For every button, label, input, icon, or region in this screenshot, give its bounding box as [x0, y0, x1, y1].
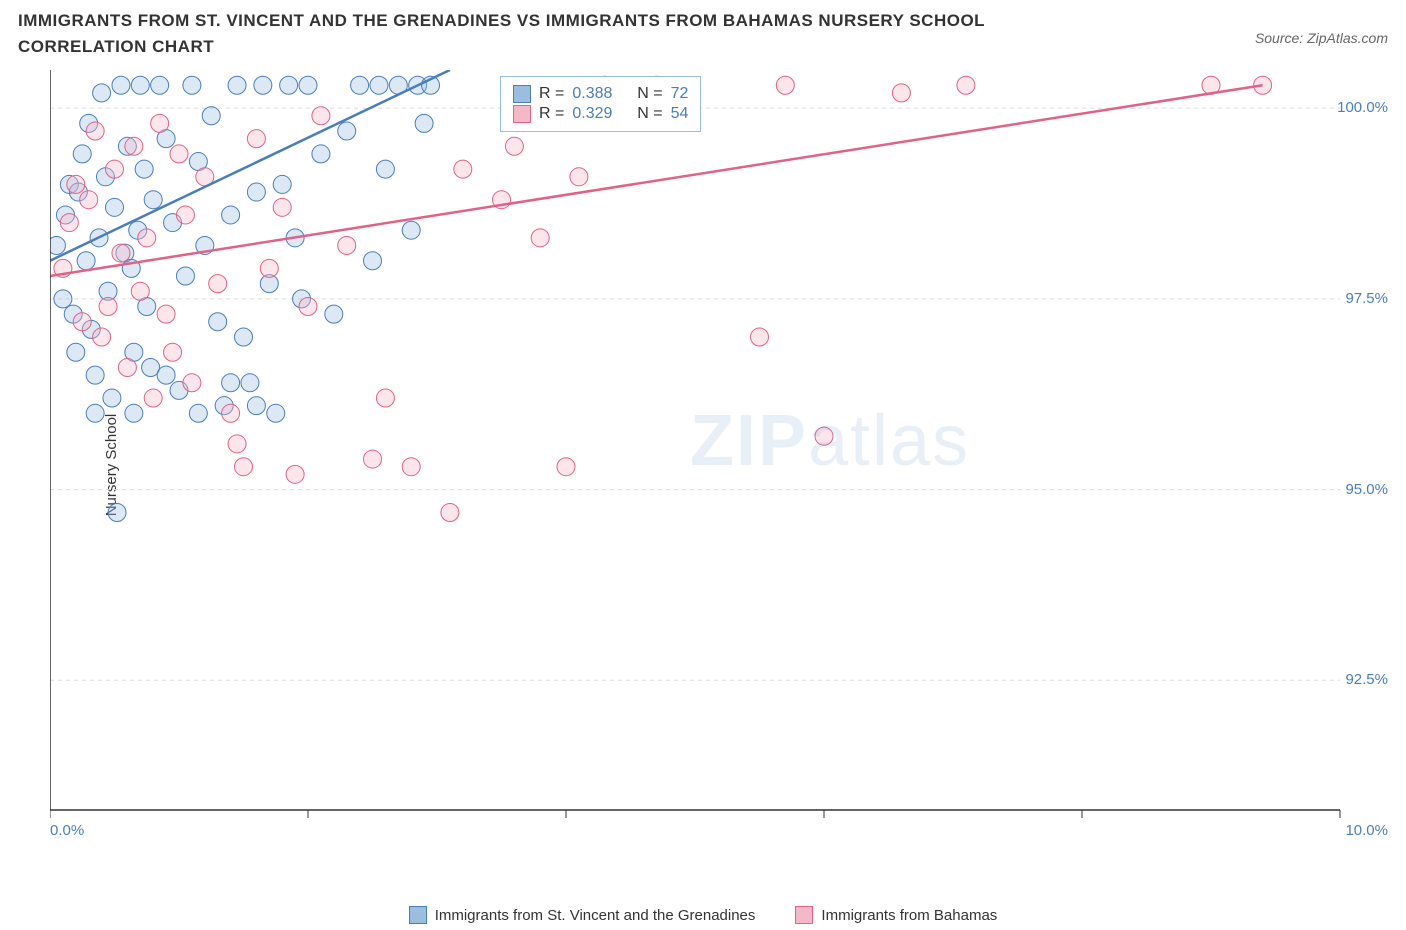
stat-label: N =	[637, 85, 662, 103]
stat-label: R =	[539, 85, 564, 103]
plot-area: Nursery School ZIPatlas R = 0.388 N = 72…	[50, 70, 1380, 860]
chart-title: IMMIGRANTS FROM ST. VINCENT AND THE GREN…	[18, 8, 1118, 59]
legend-label: Immigrants from Bahamas	[821, 907, 997, 924]
y-tick-label: 92.5%	[1345, 671, 1388, 688]
legend-swatch	[513, 105, 531, 123]
legend-swatch	[795, 906, 813, 924]
stat-n-value: 54	[671, 105, 689, 123]
scatter-chart	[50, 70, 1380, 860]
x-tick-label: 0.0%	[50, 822, 84, 839]
stat-r-value: 0.388	[572, 85, 612, 103]
y-tick-label: 95.0%	[1345, 481, 1388, 498]
legend-label: Immigrants from St. Vincent and the Gren…	[435, 907, 756, 924]
x-tick-label: 10.0%	[1345, 822, 1388, 839]
y-tick-label: 97.5%	[1345, 290, 1388, 307]
legend-row: R = 0.329 N = 54	[513, 105, 688, 123]
legend-item: Immigrants from Bahamas	[795, 906, 997, 924]
source-label: Source: ZipAtlas.com	[1255, 30, 1388, 46]
legend-row: R = 0.388 N = 72	[513, 85, 688, 103]
stat-label: R =	[539, 105, 564, 123]
legend-swatch	[513, 85, 531, 103]
stat-label: N =	[637, 105, 662, 123]
stat-n-value: 72	[671, 85, 689, 103]
bottom-legend: Immigrants from St. Vincent and the Gren…	[0, 900, 1406, 930]
correlation-legend-box: R = 0.388 N = 72R = 0.329 N = 54	[500, 76, 701, 132]
y-tick-label: 100.0%	[1337, 99, 1388, 116]
legend-swatch	[409, 906, 427, 924]
stat-r-value: 0.329	[572, 105, 612, 123]
legend-item: Immigrants from St. Vincent and the Gren…	[409, 906, 756, 924]
